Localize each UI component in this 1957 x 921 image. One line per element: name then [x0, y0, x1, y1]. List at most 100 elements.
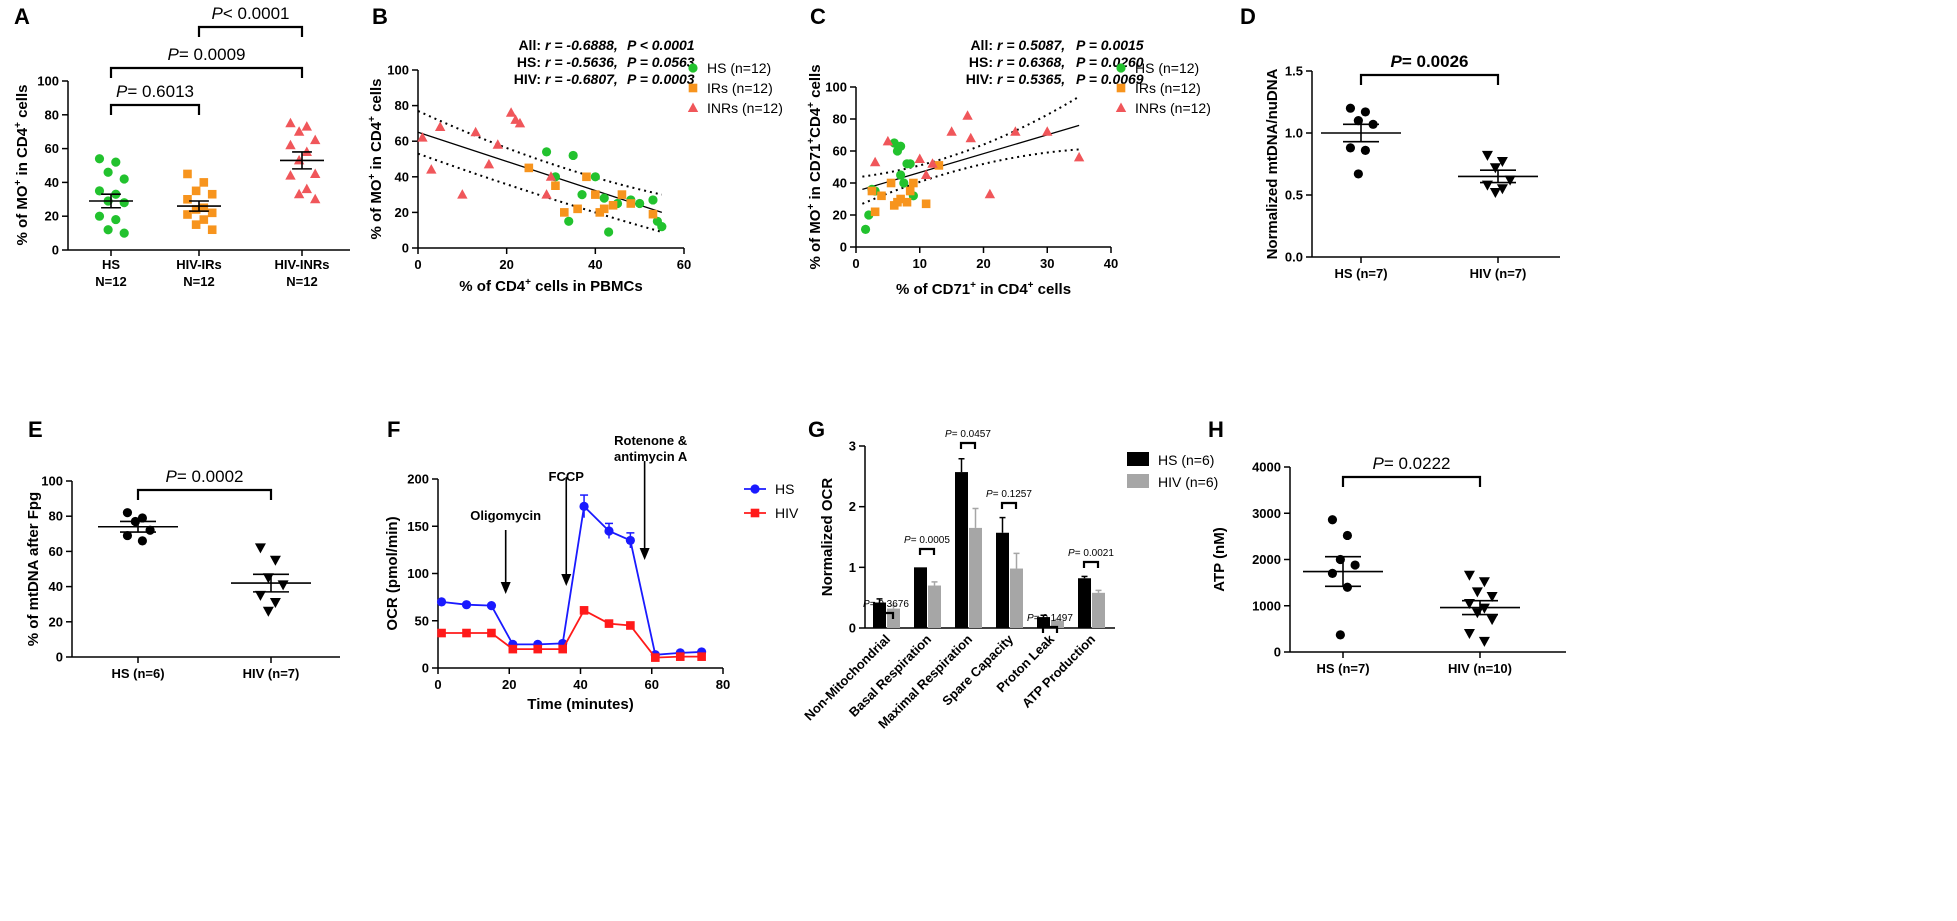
- data-point: [608, 200, 618, 210]
- y-tick-label: 20: [833, 208, 847, 223]
- data-point: [1489, 163, 1501, 174]
- x-tick-label: 60: [677, 257, 691, 272]
- group-label: HIV (n=7): [1470, 266, 1527, 281]
- legend-label: HIV (n=6): [1158, 474, 1218, 490]
- panel-D: 0.0 0.5 1.0 1.5 HS (n=7) HIV (n=7) P= 0.0026 No…: [1264, 52, 1560, 281]
- y-axis-label-part: cells: [368, 79, 385, 117]
- data-point: [1486, 592, 1498, 602]
- data-point: [122, 530, 133, 541]
- panel-label-B: B: [372, 4, 388, 29]
- y-tick-label: 0: [402, 241, 409, 256]
- data-point: [269, 597, 281, 608]
- data-point: [1342, 582, 1352, 592]
- legend-label: IRs (n=12): [1135, 80, 1201, 96]
- x-axis-label-part: Time (minutes): [527, 696, 633, 713]
- series-line: [441, 609, 702, 659]
- data-point: [599, 193, 609, 203]
- data-point: [617, 190, 627, 199]
- data-point: [436, 597, 447, 607]
- x-axis-label: % of CD4+ cells in PBMCs: [459, 277, 642, 295]
- significance-label-p: P: [116, 82, 128, 101]
- stat-r: r = -0.5636,: [545, 54, 618, 70]
- data-point: [207, 225, 217, 235]
- data-point: [564, 216, 574, 226]
- significance-label-value: = 0.0002: [177, 467, 244, 486]
- y-tick-label: 50: [415, 613, 429, 628]
- data-point: [675, 652, 685, 661]
- y-axis-label-part: +: [367, 116, 378, 122]
- significance-label: P= 0.0002: [166, 467, 244, 486]
- group-label: HIV-IRs: [176, 257, 222, 272]
- y-axis-label: OCR (pmol/min): [384, 516, 401, 630]
- data-point: [877, 191, 886, 201]
- data-point: [1327, 515, 1338, 525]
- y-tick-label: 0.5: [1285, 188, 1303, 203]
- y-axis-label-part: CD4: [807, 107, 824, 138]
- data-point: [541, 189, 552, 199]
- data-point: [1486, 615, 1498, 626]
- data-point: [103, 225, 113, 235]
- significance-label: P< 0.0001: [212, 4, 290, 23]
- bar: [1037, 617, 1050, 628]
- y-tick-label: 2: [849, 499, 856, 514]
- group-label: HS (n=6): [111, 666, 164, 681]
- x-axis-label-part: +: [1028, 280, 1034, 291]
- data-point: [310, 168, 321, 178]
- data-point: [417, 132, 428, 142]
- group-label: HIV-INRs: [275, 257, 330, 272]
- data-point: [869, 156, 881, 167]
- stat-r: r = -0.6888,: [545, 37, 618, 53]
- data-point: [310, 134, 321, 145]
- panel-E: 0 20 40 60 80 100 HS (n=6) HIV (n=7) P= 0.0002 % …: [25, 467, 340, 681]
- x-tick-label: 30: [1040, 256, 1054, 271]
- data-point: [137, 513, 147, 523]
- legend-marker: [688, 63, 698, 73]
- significance-label: P= 0.0005: [904, 535, 950, 546]
- bar: [1010, 568, 1023, 628]
- legend-marker: [1116, 83, 1126, 93]
- group-n: N=12: [286, 274, 317, 289]
- data-point: [119, 198, 129, 208]
- data-point: [1327, 568, 1338, 578]
- group-label: HIV (n=7): [243, 666, 300, 681]
- data-point: [625, 535, 635, 546]
- stat-group: HS:: [517, 54, 541, 70]
- significance-label-value: = 0.0222: [1384, 454, 1451, 473]
- stat-p: P = 0.0015: [1076, 37, 1144, 53]
- data-point: [604, 227, 614, 237]
- x-axis-label-part: % of CD4: [459, 278, 525, 295]
- y-tick-label: 40: [833, 176, 847, 191]
- significance-label-value: = 0.0026: [1402, 52, 1469, 71]
- y-axis-label-part: in CD4: [368, 121, 385, 173]
- bar: [1092, 592, 1105, 628]
- data-point: [604, 619, 614, 628]
- significance-label-p: P: [1027, 613, 1034, 624]
- significance-label-value: < 0.0001: [223, 4, 290, 23]
- stat-group: HIV:: [966, 71, 993, 87]
- data-point: [457, 189, 468, 199]
- data-point: [111, 157, 121, 167]
- y-tick-label: 80: [49, 509, 63, 524]
- data-point: [657, 222, 667, 232]
- data-point: [119, 228, 129, 238]
- data-point: [905, 186, 915, 196]
- significance-bracket: [109, 66, 304, 78]
- y-tick-label: 60: [49, 544, 63, 559]
- y-axis-label-part: in CD4: [14, 127, 31, 179]
- significance-label-value: = 0.1257: [993, 489, 1033, 500]
- x-tick-label: 60: [645, 677, 659, 692]
- data-point: [1360, 145, 1370, 155]
- y-axis-label: Normalized mtDNA/nuDNA: [1264, 68, 1281, 259]
- significance-label-p: P: [904, 535, 911, 546]
- data-point: [860, 224, 871, 234]
- legend-marker: [687, 102, 699, 112]
- data-point: [870, 207, 880, 217]
- regression-line: [417, 131, 663, 214]
- data-point: [579, 606, 589, 615]
- stat-group: All:: [518, 37, 541, 53]
- significance-label-value: = 0.0005: [911, 535, 951, 546]
- stat-r-text: r = 0.5365,: [997, 71, 1065, 87]
- data-point: [1353, 116, 1363, 126]
- legend-marker: [750, 484, 760, 494]
- legend-swatch: [1127, 452, 1149, 466]
